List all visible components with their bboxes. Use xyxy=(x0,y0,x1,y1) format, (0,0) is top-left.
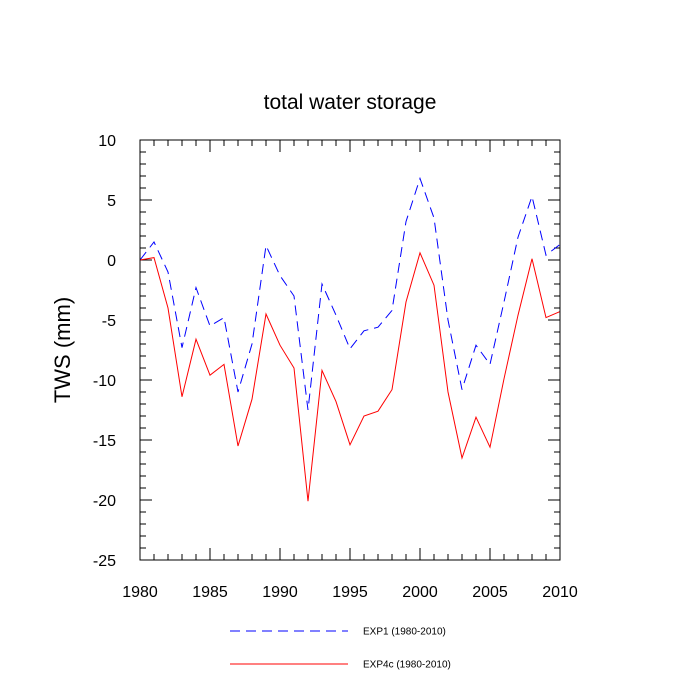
legend-label-2: EXP4c (1980-2010) xyxy=(363,660,451,671)
x-tick-label: 2010 xyxy=(542,584,578,601)
series-layer xyxy=(139,176,561,502)
legend: EXP1 (1980-2010) EXP4c (1980-2010) xyxy=(230,627,451,671)
y-tick-label: -20 xyxy=(93,493,116,510)
minor-ticks xyxy=(140,140,560,560)
x-tick-label: 1985 xyxy=(192,584,228,601)
x-tick-label: 2000 xyxy=(402,584,438,601)
y-tick-label: 5 xyxy=(107,193,116,210)
y-tick-label: 0 xyxy=(107,253,116,270)
plot-frame xyxy=(139,139,561,561)
y-tick-label: -25 xyxy=(93,553,116,570)
x-tick-label: 2005 xyxy=(472,584,508,601)
y-tick-label: -10 xyxy=(93,373,116,390)
y-tick-label: -5 xyxy=(102,313,116,330)
y-tick-label: -15 xyxy=(93,433,116,450)
series-line-2 xyxy=(139,251,561,502)
legend-label-1: EXP1 (1980-2010) xyxy=(363,627,446,638)
x-tick-label: 1980 xyxy=(122,584,158,601)
x-tick-label: 1990 xyxy=(262,584,298,601)
y-tick-label: 10 xyxy=(98,133,116,150)
x-tick-label: 1995 xyxy=(332,584,368,601)
tick-labels: 10 5 0 -5 -10 -15 -20 -25 1980 1985 1990 1995 2000 20… xyxy=(93,133,578,601)
y-axis-label: TWS (mm) xyxy=(50,297,75,403)
chart-title: total water storage xyxy=(264,91,437,114)
